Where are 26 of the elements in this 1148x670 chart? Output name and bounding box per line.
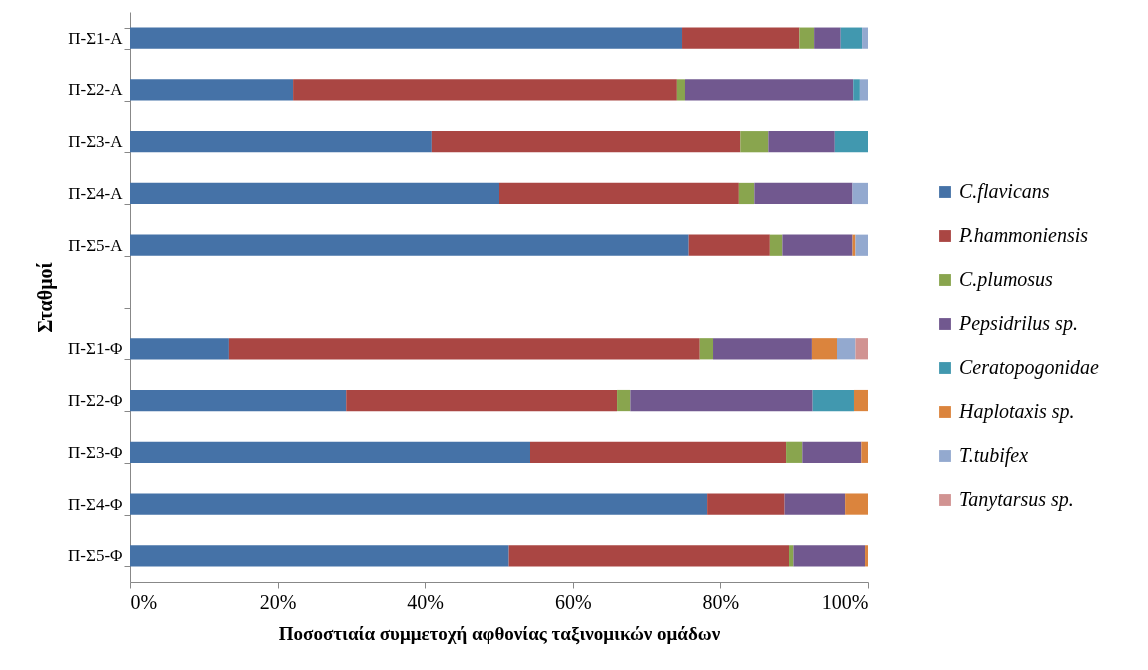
legend-label: Tanytarsus sp.: [959, 488, 1074, 511]
y-tick-label: Π-Σ5-Φ: [68, 546, 123, 566]
x-axis-title: Ποσοστιαία συμμετοχή αφθονίας ταξινομικών ομάδων: [278, 622, 721, 645]
legend-label: C.flavicans: [959, 180, 1050, 203]
x-tick-label: 0%: [130, 590, 158, 613]
y-tick-label: Π-Σ3-Α: [68, 132, 124, 152]
y-axis-title: Σταθμοί: [34, 262, 58, 333]
x-tick-label: 100%: [821, 590, 869, 613]
legend-label: T.tubifex: [959, 444, 1029, 467]
x-tick-label: 20%: [259, 590, 297, 613]
legend-label: Ceratopogonidae: [959, 356, 1100, 379]
y-tick-label: Π-Σ2-Φ: [68, 391, 123, 411]
y-tick-label: Π-Σ5-Α: [68, 235, 124, 255]
x-tick-label: 60%: [554, 590, 592, 613]
y-tick-label: Π-Σ4-Φ: [68, 494, 123, 514]
y-tick-label: Π-Σ1-Φ: [68, 339, 123, 359]
x-tick-label: 40%: [407, 590, 445, 613]
legend-label: Haplotaxis sp.: [958, 400, 1075, 423]
legend-label: C.plumosus: [959, 268, 1054, 291]
x-tick-label: 80%: [702, 590, 740, 613]
y-tick-label: Π-Σ3-Φ: [68, 442, 123, 462]
legend-label: P.hammoniensis: [958, 224, 1089, 246]
y-tick-label: Π-Σ4-Α: [68, 183, 124, 203]
legend-label: Pepsidrilus sp.: [958, 312, 1078, 335]
y-tick-label: Π-Σ2-Α: [68, 80, 124, 100]
y-tick-label: Π-Σ1-Α: [68, 28, 124, 48]
